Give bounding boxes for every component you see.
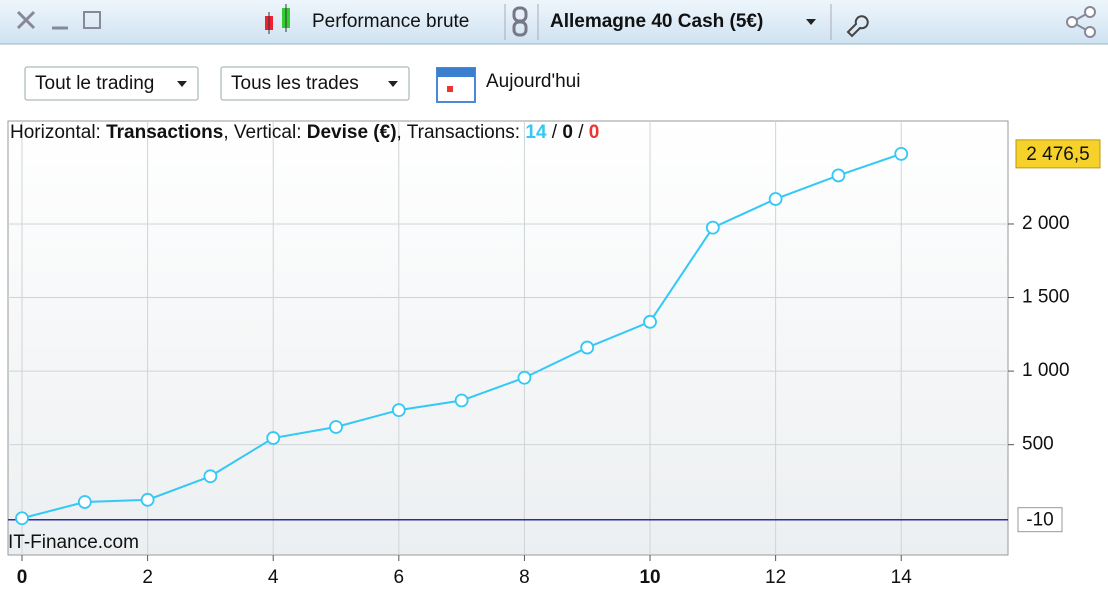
data-point bbox=[831, 168, 846, 183]
count-total: 14 bbox=[525, 122, 547, 143]
filter-button[interactable] bbox=[220, 66, 410, 101]
data-point bbox=[580, 340, 595, 355]
filter-button[interactable] bbox=[24, 66, 199, 101]
dropdown-arrow bbox=[806, 19, 816, 25]
min-label-box bbox=[1017, 507, 1063, 533]
y-tick-label: 2 000 bbox=[1022, 213, 1070, 234]
min-label: -10 bbox=[1026, 510, 1053, 531]
data-point bbox=[140, 492, 155, 507]
info-text: , Transactions: bbox=[397, 122, 526, 143]
date-label[interactable]: Aujourd'hui bbox=[486, 71, 580, 92]
grid bbox=[8, 121, 1008, 555]
data-point bbox=[266, 431, 281, 445]
data-point bbox=[517, 370, 532, 385]
dropdown-arrow bbox=[388, 81, 398, 87]
x-tick-label: 8 bbox=[519, 567, 530, 588]
chart-info: Horizontal: Transactions, Vertical: Devi… bbox=[10, 122, 599, 143]
instrument[interactable]: Allemagne 40 Cash (5€) bbox=[550, 11, 763, 32]
data-point bbox=[203, 469, 218, 484]
data-point bbox=[391, 403, 406, 417]
plot-area bbox=[7, 120, 1009, 556]
x-tick-label: 0 bbox=[17, 567, 28, 588]
filter-label[interactable]: Tous les trades bbox=[231, 73, 359, 94]
y-tick-label: 1 500 bbox=[1022, 287, 1070, 308]
count-loss: 0 bbox=[589, 122, 600, 143]
x-tick-label: 6 bbox=[394, 567, 405, 588]
share-icon[interactable] bbox=[1066, 6, 1096, 38]
x-tick-label: 4 bbox=[268, 567, 279, 588]
x-tick-label: 12 bbox=[765, 567, 786, 588]
info-text: Devise (€) bbox=[307, 122, 397, 143]
watermark: IT-Finance.com bbox=[8, 532, 139, 553]
x-tick-label: 2 bbox=[142, 567, 153, 588]
dropdown-arrow bbox=[177, 81, 187, 87]
value-label: 2 476,5 bbox=[1026, 144, 1089, 165]
link-icon[interactable] bbox=[512, 6, 528, 37]
filter-label[interactable]: Tout le trading bbox=[35, 73, 154, 94]
data-point bbox=[15, 511, 29, 526]
data-point bbox=[77, 495, 92, 509]
data-point bbox=[705, 220, 720, 235]
x-tick-label: 14 bbox=[891, 567, 913, 588]
info-text: , Vertical: bbox=[223, 122, 306, 143]
calendar-icon[interactable] bbox=[436, 67, 476, 103]
info-text: / bbox=[573, 122, 589, 143]
info-text: / bbox=[547, 122, 563, 143]
window-controls[interactable] bbox=[16, 10, 101, 30]
toolbar-title[interactable]: Performance brute bbox=[312, 11, 469, 32]
toolbar bbox=[0, 0, 1108, 44]
data-point bbox=[894, 146, 909, 161]
count-flat: 0 bbox=[562, 122, 573, 143]
data-point bbox=[454, 393, 469, 408]
value-label-box bbox=[1015, 139, 1101, 169]
info-text: Horizontal: bbox=[10, 122, 106, 143]
candle-icon bbox=[265, 4, 290, 34]
data-point bbox=[329, 420, 343, 434]
settings-icon[interactable] bbox=[846, 15, 869, 38]
info-text: Transactions bbox=[106, 122, 223, 143]
data-point bbox=[643, 314, 657, 329]
y-tick-label: 500 bbox=[1022, 434, 1054, 455]
data-point bbox=[768, 192, 783, 206]
x-tick-label: 10 bbox=[639, 567, 660, 588]
y-tick-label: 1 000 bbox=[1022, 360, 1070, 381]
